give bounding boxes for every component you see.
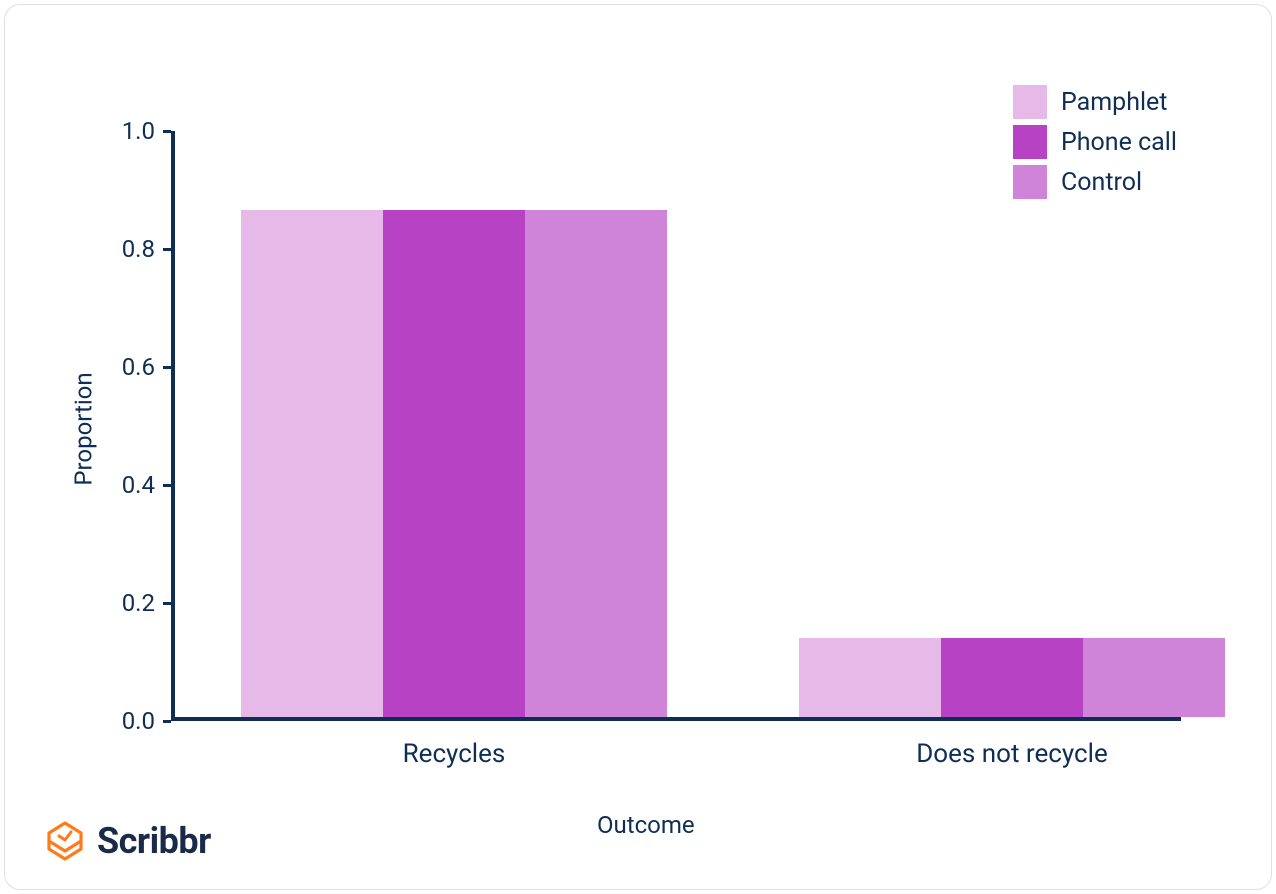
bar [799,638,941,717]
y-tick-label: 0.4 [95,471,155,499]
y-tick-mark [163,130,171,133]
bar [941,638,1083,717]
x-axis-line [171,717,1181,721]
x-axis-title: Outcome [597,811,695,839]
scribbr-logo-text: Scribbr [97,820,211,862]
y-tick-mark [163,720,171,723]
legend-item: Phone call [1013,125,1177,159]
y-tick-mark [163,602,171,605]
legend: Pamphlet Phone call Control [1013,85,1177,205]
legend-item: Control [1013,165,1177,199]
scribbr-logo: Scribbr [43,819,211,863]
legend-swatch [1013,85,1047,119]
bar [1083,638,1225,717]
bar [525,210,667,717]
legend-label: Phone call [1061,128,1177,157]
y-axis-title: Proportion [70,372,98,485]
bar [241,210,383,717]
chart-card: Proportion 0.0 0.2 0.4 0.6 0.8 1.0 Recycles Do… [4,4,1272,890]
y-tick-mark [163,248,171,251]
bar [383,210,525,717]
legend-label: Control [1061,168,1142,197]
x-category-label: Recycles [294,739,614,769]
legend-swatch [1013,125,1047,159]
y-tick-mark [163,484,171,487]
legend-swatch [1013,165,1047,199]
y-axis-line [171,131,175,721]
y-tick-mark [163,366,171,369]
y-tick-label: 0.8 [95,235,155,263]
y-tick-label: 0.2 [95,589,155,617]
y-tick-label: 0.6 [95,353,155,381]
x-category-label: Does not recycle [852,739,1172,769]
scribbr-logo-icon [43,819,87,863]
y-tick-label: 1.0 [95,117,155,145]
legend-label: Pamphlet [1061,88,1167,117]
y-tick-label: 0.0 [95,707,155,735]
chart-plot-area [171,131,1181,721]
legend-item: Pamphlet [1013,85,1177,119]
